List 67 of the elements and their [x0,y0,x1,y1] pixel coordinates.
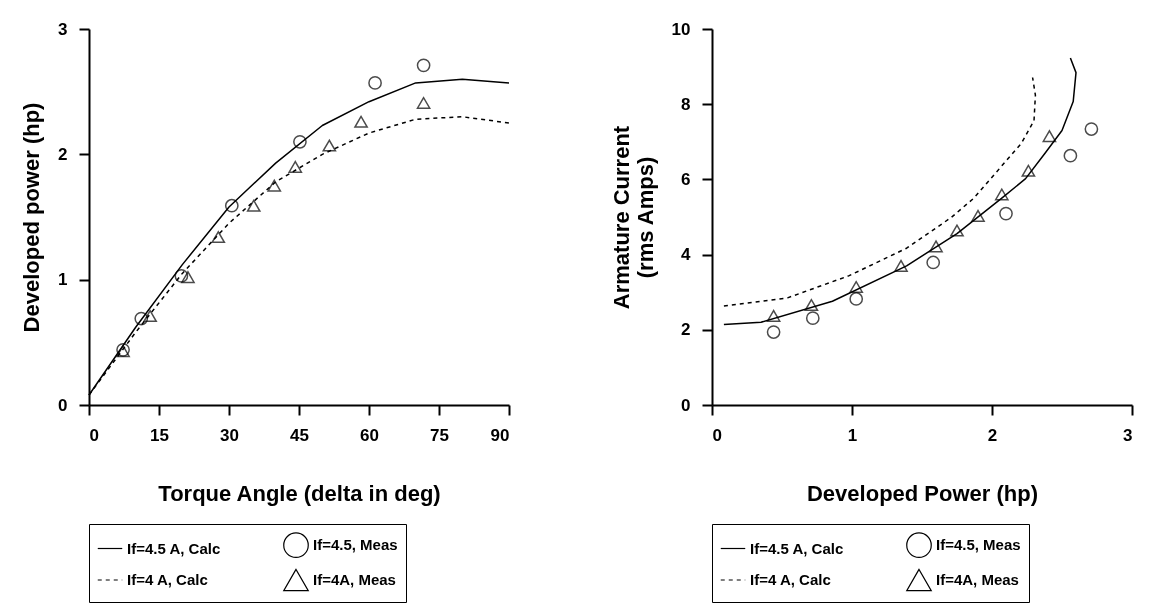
line-series [723,57,1077,326]
point [354,115,368,128]
y-tick-label: 2 [681,320,691,340]
legend-label: If=4.5 A, Calc [127,539,221,557]
line-series [723,76,1037,307]
point [1063,148,1078,163]
point [894,259,908,272]
legend-label: If=4.5, Meas [936,536,1021,554]
y-tick-label: 0 [58,395,68,415]
point [293,134,307,149]
point [181,271,195,284]
point [929,240,943,253]
point [766,325,781,339]
legend-label: If=4A, Meas [936,571,1019,588]
point [849,280,864,293]
x-tick-label: 45 [290,425,309,445]
point [994,188,1009,201]
point [926,255,941,270]
x-tick-label: 3 [1123,425,1133,445]
legend-label: If=4 A, Calc [127,571,208,588]
y-tick-label: 1 [58,270,68,290]
point [805,311,820,326]
point [766,309,781,322]
x-tick-label: 0 [712,425,722,445]
point [211,231,226,244]
y-tick-label: 10 [671,19,691,39]
legend-label: If=4A, Meas [313,571,396,588]
point [143,309,158,323]
x-tick-label: 60 [360,425,379,445]
point [971,209,985,222]
x-tick-label: 75 [430,425,449,445]
y-axis-title: Armature Current (rms Amps) [608,125,658,310]
point [368,76,382,90]
point [999,206,1013,221]
point [1021,164,1036,177]
y-axis-title: Developed power (hp) [19,102,45,333]
x-tick-label: 15 [150,425,169,445]
x-axis-title: Developed Power (hp) [806,480,1039,506]
x-tick-label: 0 [89,425,99,445]
y-tick-label: 6 [681,169,691,189]
x-tick-label: 90 [490,425,510,445]
point [804,298,819,312]
x-tick-label: 2 [987,425,998,445]
point [1084,122,1099,136]
legend-label: If=4.5 A, Calc [750,539,844,557]
point [416,58,431,73]
y-tick-label: 8 [681,94,691,114]
point [246,199,261,212]
point [224,198,239,213]
y-tick-label: 3 [58,19,68,39]
point [174,269,189,283]
point [849,292,864,306]
point [1042,130,1057,143]
point [416,96,431,109]
point [134,311,149,326]
point [288,160,303,173]
legend-label: If=4 A, Calc [750,571,831,588]
y-tick-label: 0 [681,395,691,415]
x-axis-title: Torque Angle (delta in deg) [158,480,441,506]
point [322,139,337,152]
x-tick-label: 1 [847,425,858,445]
legend-label: If=4.5, Meas [313,536,398,554]
point [950,224,964,237]
y-tick-label: 4 [681,245,692,265]
y-tick-label: 2 [58,144,68,164]
point [267,179,282,192]
x-tick-label: 30 [220,425,239,445]
